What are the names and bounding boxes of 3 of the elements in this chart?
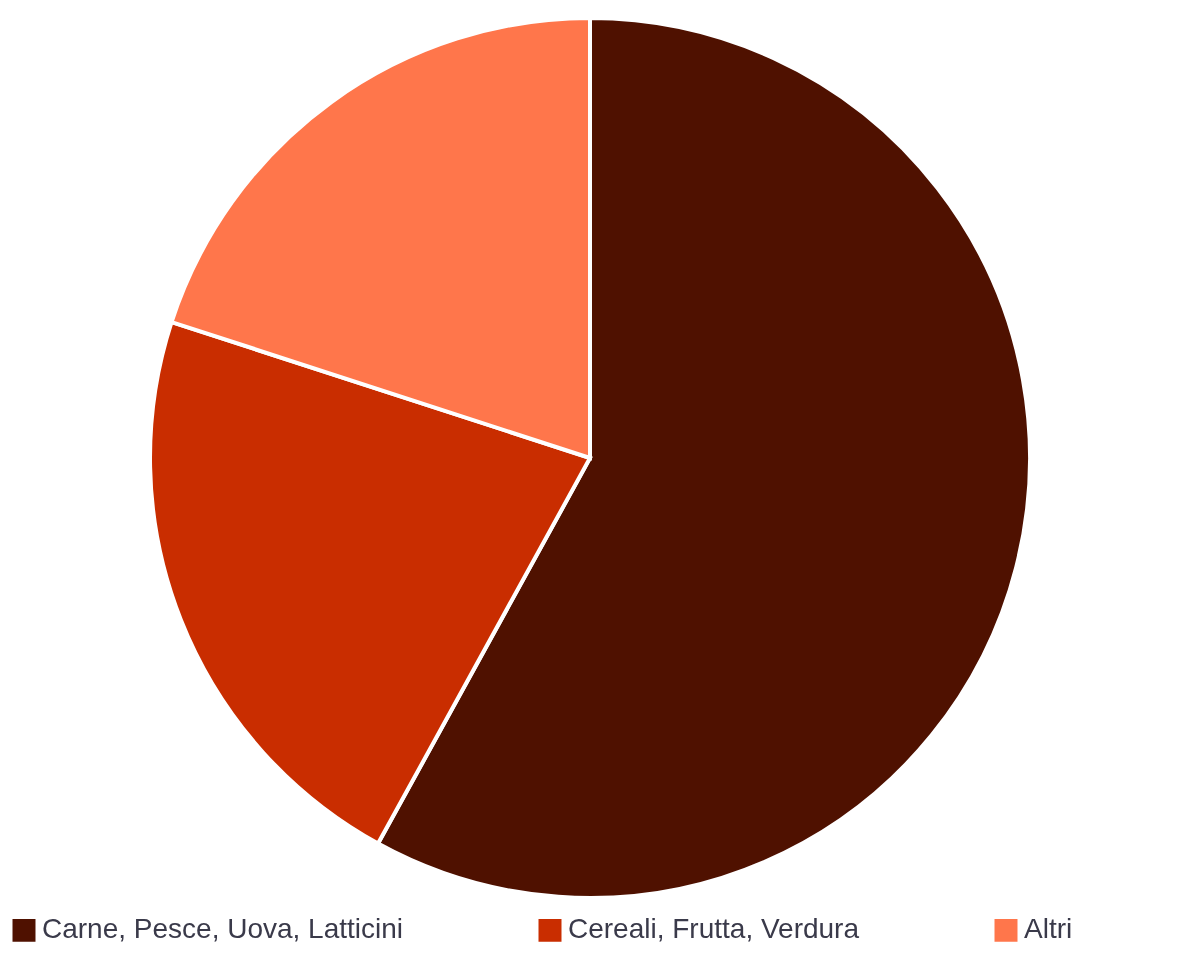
legend-label: Altri: [1024, 913, 1073, 945]
legend-label: Carne, Pesce, Uova, Latticini: [42, 913, 404, 945]
legend-label: Cereali, Frutta, Verdura: [568, 913, 860, 945]
